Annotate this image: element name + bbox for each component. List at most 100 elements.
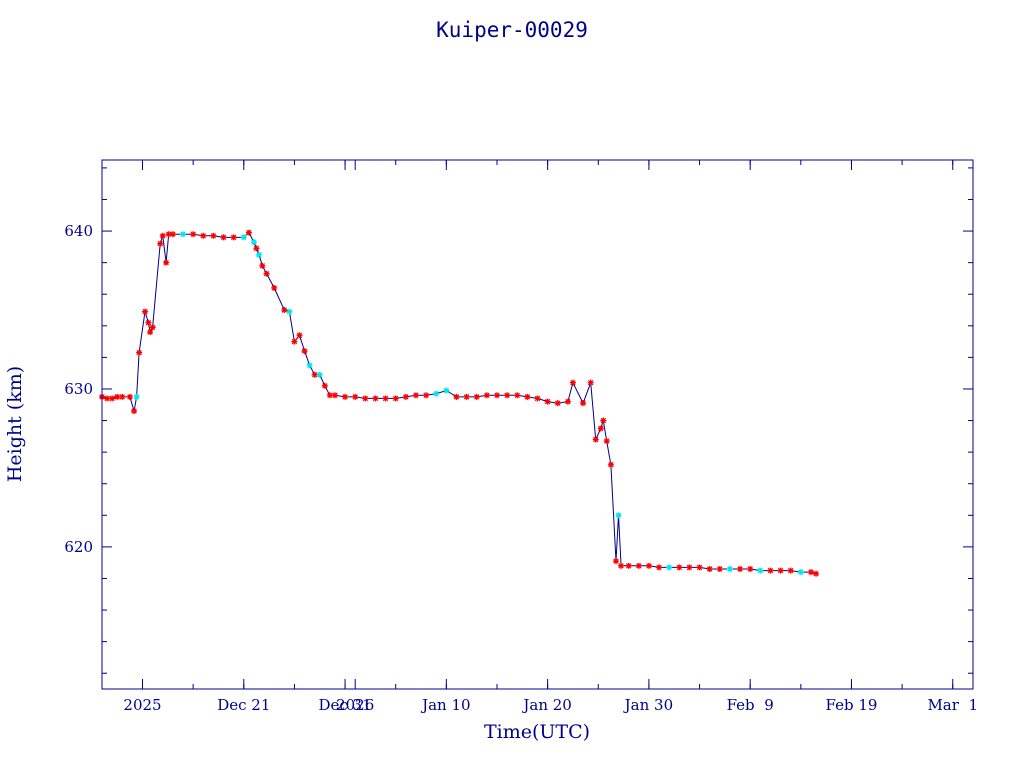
data-point-marker bbox=[813, 570, 820, 577]
data-point-marker bbox=[392, 395, 399, 402]
data-point-marker bbox=[656, 564, 663, 571]
data-point-marker bbox=[666, 564, 673, 571]
data-point-marker bbox=[372, 395, 379, 402]
data-point-marker bbox=[412, 392, 419, 399]
data-point-marker bbox=[433, 390, 440, 397]
data-markers bbox=[99, 229, 820, 577]
data-point-marker bbox=[306, 362, 313, 369]
data-point-marker bbox=[169, 231, 176, 238]
data-point-marker bbox=[331, 392, 338, 399]
data-point-marker bbox=[514, 392, 521, 399]
data-point-marker bbox=[165, 231, 172, 238]
x-tick-label: Jan 30 bbox=[623, 696, 673, 714]
data-point-marker bbox=[402, 393, 409, 400]
x-tick-label: Feb 9 bbox=[727, 696, 774, 714]
series-line bbox=[101, 231, 817, 575]
data-point-marker bbox=[159, 232, 166, 239]
x-axis-title: Time(UTC) bbox=[484, 721, 590, 743]
data-point-marker bbox=[291, 338, 298, 345]
x-tick-label: Jan 10 bbox=[420, 696, 470, 714]
data-point-marker bbox=[706, 565, 713, 572]
data-point-marker bbox=[483, 392, 490, 399]
x-tick-label: Dec 21 bbox=[217, 696, 270, 714]
x-tick-label: Jan 20 bbox=[521, 696, 571, 714]
data-point-marker bbox=[316, 371, 323, 378]
data-point-marker bbox=[463, 393, 470, 400]
data-point-marker bbox=[757, 567, 764, 574]
data-point-marker bbox=[600, 417, 607, 424]
height-line bbox=[101, 231, 817, 575]
data-point-marker bbox=[149, 324, 156, 331]
data-point-marker bbox=[612, 558, 619, 565]
chart-title: Kuiper-00029 bbox=[436, 18, 588, 42]
data-point-marker bbox=[797, 569, 804, 576]
data-point-marker bbox=[554, 400, 561, 407]
y-tick-label: 640 bbox=[64, 222, 93, 240]
data-point-marker bbox=[321, 382, 328, 389]
data-point-marker bbox=[767, 567, 774, 574]
y-axis-title: Height (km) bbox=[4, 366, 26, 482]
data-point-marker bbox=[253, 245, 260, 252]
axis-ticks bbox=[102, 160, 973, 689]
y-tick-label: 620 bbox=[64, 538, 93, 556]
data-point-marker bbox=[311, 371, 318, 378]
data-point-marker bbox=[126, 393, 133, 400]
x-tick-label: Dec 31 bbox=[318, 696, 371, 714]
data-point-marker bbox=[777, 567, 784, 574]
data-point-marker bbox=[807, 569, 814, 576]
plot-frame bbox=[101, 159, 974, 690]
data-point-marker bbox=[473, 393, 480, 400]
data-point-marker bbox=[104, 395, 111, 402]
data-point-marker bbox=[326, 392, 333, 399]
data-point-marker bbox=[615, 512, 622, 519]
data-point-marker bbox=[453, 393, 460, 400]
data-point-marker bbox=[580, 400, 587, 407]
data-point-marker bbox=[737, 565, 744, 572]
data-point-marker bbox=[382, 395, 389, 402]
data-point-marker bbox=[109, 395, 116, 402]
data-point-marker bbox=[569, 379, 576, 386]
data-point-marker bbox=[618, 562, 625, 569]
data-point-marker bbox=[544, 398, 551, 405]
y-tick-label: 630 bbox=[64, 380, 93, 398]
data-point-marker bbox=[119, 393, 126, 400]
data-point-marker bbox=[592, 436, 599, 443]
data-point-marker bbox=[676, 564, 683, 571]
data-point-marker bbox=[686, 564, 693, 571]
data-point-marker bbox=[443, 387, 450, 394]
data-point-marker bbox=[524, 393, 531, 400]
data-point-marker bbox=[250, 239, 257, 246]
data-point-marker bbox=[163, 259, 170, 266]
data-point-marker bbox=[114, 393, 121, 400]
data-point-marker bbox=[245, 229, 252, 236]
data-point-marker bbox=[597, 425, 604, 432]
data-point-marker bbox=[296, 332, 303, 339]
x-tick-label: 2025 bbox=[123, 696, 161, 714]
data-point-marker bbox=[726, 565, 733, 572]
data-point-marker bbox=[281, 307, 288, 314]
data-point-marker bbox=[271, 284, 278, 291]
data-point-marker bbox=[607, 461, 614, 468]
data-point-marker bbox=[200, 232, 207, 239]
data-point-marker bbox=[362, 395, 369, 402]
data-point-marker bbox=[180, 231, 187, 238]
data-point-marker bbox=[423, 392, 430, 399]
data-point-marker bbox=[133, 393, 140, 400]
data-point-marker bbox=[787, 567, 794, 574]
data-point-marker bbox=[625, 562, 632, 569]
data-point-marker bbox=[142, 308, 149, 315]
data-point-marker bbox=[255, 251, 262, 258]
data-point-marker bbox=[240, 234, 247, 241]
data-point-marker bbox=[504, 392, 511, 399]
data-point-marker bbox=[157, 240, 164, 247]
data-point-marker bbox=[210, 232, 217, 239]
data-point-marker bbox=[301, 348, 308, 355]
data-point-marker bbox=[342, 393, 349, 400]
data-point-marker bbox=[220, 234, 227, 241]
data-point-marker bbox=[147, 329, 154, 336]
x-tick-label: 2026 bbox=[336, 696, 374, 714]
data-point-marker bbox=[263, 270, 270, 277]
data-point-marker bbox=[696, 564, 703, 571]
